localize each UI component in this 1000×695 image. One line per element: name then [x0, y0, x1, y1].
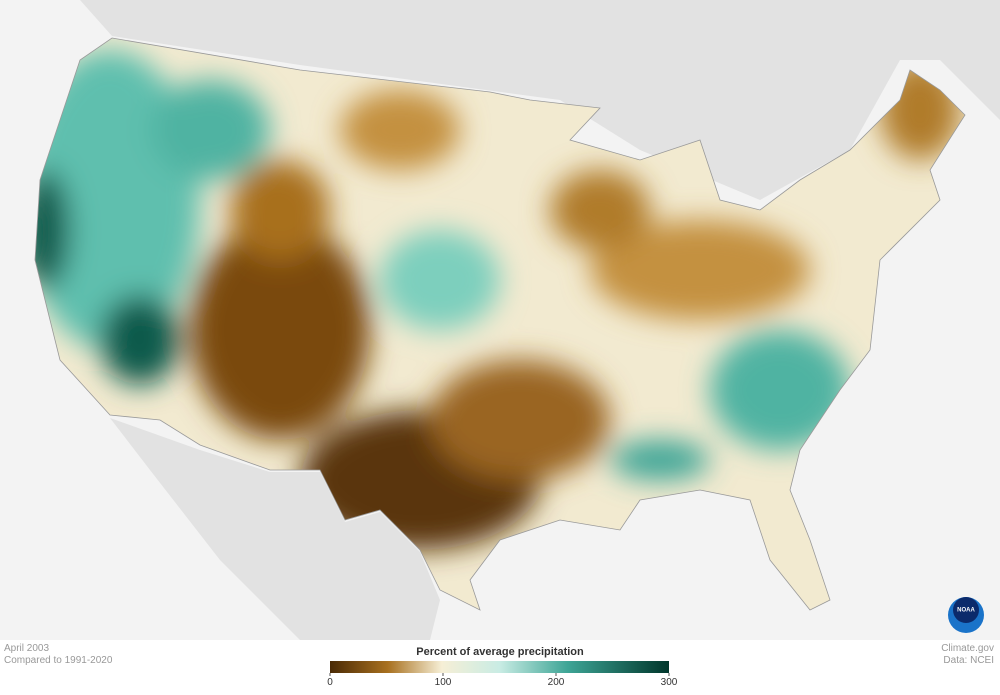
mexico — [110, 418, 440, 640]
map-date: April 2003 — [4, 643, 49, 654]
noaa-logo-text: NOAA — [957, 608, 975, 614]
credit-source: Data: NCEI — [943, 655, 994, 666]
noaa-logo-inner — [953, 597, 979, 623]
colorbar-ticks: 0 100 200 300 — [327, 673, 678, 688]
canada — [60, 0, 1000, 200]
credit-site: Climate.gov — [941, 643, 994, 654]
legend-title: Percent of average precipitation — [416, 646, 584, 658]
map-baseline: Compared to 1991-2020 — [4, 655, 113, 666]
colorbar-tick-label: 0 — [327, 677, 333, 688]
colorbar-tick-label: 100 — [435, 677, 452, 688]
colorbar-tick-label: 200 — [548, 677, 565, 688]
colorbar — [330, 661, 669, 673]
precipitation-map — [35, 38, 965, 610]
colorbar-tick-label: 300 — [661, 677, 678, 688]
